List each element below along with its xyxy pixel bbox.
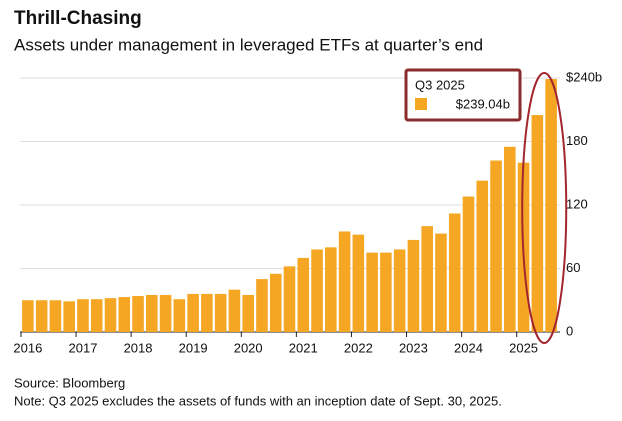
bar <box>269 273 282 332</box>
bar <box>35 300 48 332</box>
bar <box>77 299 89 332</box>
bar <box>90 299 103 332</box>
bar <box>173 299 186 332</box>
x-tick-label: 2016 <box>13 340 42 355</box>
x-tick-label: 2021 <box>289 340 318 355</box>
bar <box>421 226 433 332</box>
x-tick-label: 2020 <box>234 340 263 355</box>
tooltip-swatch <box>415 98 427 110</box>
bar <box>118 297 131 332</box>
x-tick-label: 2019 <box>179 340 208 355</box>
bar <box>462 196 475 332</box>
bar <box>435 233 447 332</box>
tooltip-title: Q3 2025 <box>415 77 465 92</box>
bar <box>476 180 489 332</box>
bar <box>297 257 310 332</box>
bar <box>352 234 365 332</box>
bar <box>531 115 544 333</box>
tooltip-box <box>404 68 522 122</box>
bar <box>201 293 213 332</box>
bar <box>228 289 241 332</box>
bar <box>146 294 158 332</box>
x-tick-label: 2025 <box>509 340 538 355</box>
chart-subtitle: Assets under management in leveraged ETF… <box>14 35 483 54</box>
chart-title: Thrill-Chasing <box>14 8 142 29</box>
x-tick-label: 2022 <box>344 340 373 355</box>
x-tick-label: 2017 <box>69 340 98 355</box>
bar <box>380 252 392 332</box>
bar <box>283 266 296 332</box>
bar <box>338 231 351 332</box>
x-tick-label: 2024 <box>454 340 483 355</box>
bar <box>214 293 227 332</box>
x-tick-label: 2018 <box>124 340 153 355</box>
bar <box>49 300 62 332</box>
y-tick-label: 60 <box>566 260 580 275</box>
bar <box>366 252 378 332</box>
y-tick-label: $240b <box>566 69 602 84</box>
bar <box>407 239 420 332</box>
bar <box>159 294 172 332</box>
bar <box>393 249 406 332</box>
bar <box>187 293 199 332</box>
bar <box>311 249 323 332</box>
bar <box>104 298 117 332</box>
bar <box>63 301 75 332</box>
y-tick-label: 0 <box>566 323 573 338</box>
bar <box>132 296 144 332</box>
source: Source: Bloomberg <box>14 375 125 390</box>
bar <box>504 146 516 332</box>
y-tick-label: 180 <box>566 133 588 148</box>
bar <box>490 160 502 332</box>
note: Note: Q3 2025 excludes the assets of fun… <box>14 393 502 408</box>
bar <box>448 213 461 332</box>
bar <box>545 79 557 333</box>
bar <box>325 247 337 332</box>
x-tick-label: 2023 <box>399 340 428 355</box>
bar <box>22 300 34 332</box>
bar <box>242 294 254 332</box>
tooltip-value: $239.04b <box>456 96 510 111</box>
y-tick-label: 120 <box>566 196 588 211</box>
bar <box>256 279 268 332</box>
highlight-ellipse <box>521 72 568 344</box>
